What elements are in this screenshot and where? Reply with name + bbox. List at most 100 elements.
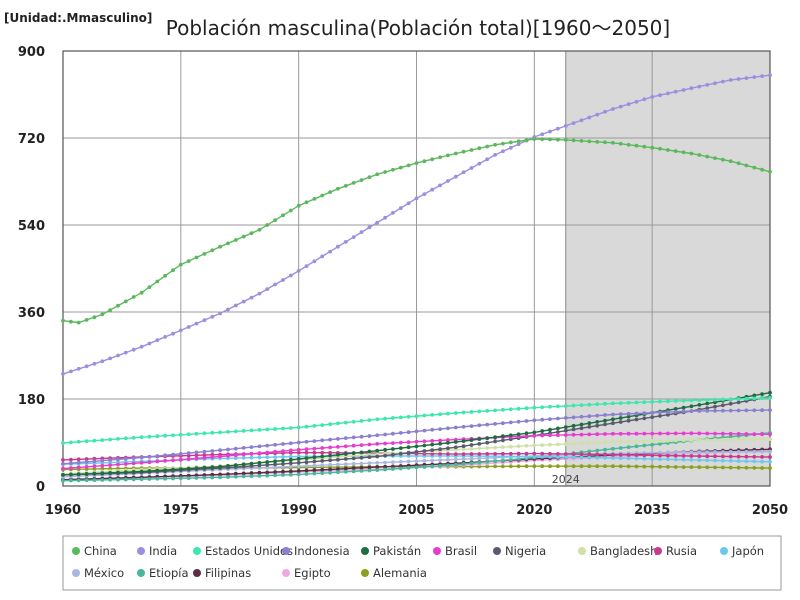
data-point: [673, 409, 678, 414]
data-point: [461, 424, 466, 429]
data-point: [116, 470, 120, 475]
data-point: [430, 458, 435, 463]
data-point: [548, 404, 552, 409]
data-point: [123, 436, 128, 441]
data-point: [579, 139, 584, 143]
legend-swatch: [282, 547, 290, 555]
data-point: [202, 473, 207, 477]
data-point: [571, 455, 576, 460]
data-point: [571, 415, 576, 420]
legend: China India Estados Unidos Indonesia Pakistá…: [72, 544, 764, 580]
data-point: [728, 450, 733, 454]
x-tick-label: 1960: [45, 503, 81, 518]
data-point: [108, 471, 112, 475]
data-point: [265, 473, 270, 478]
data-point: [422, 443, 427, 448]
data-point: [508, 420, 513, 425]
data-point: [320, 468, 325, 472]
data-point: [257, 291, 262, 296]
data-point: [626, 453, 631, 457]
data-point: [634, 400, 639, 405]
data-point: [92, 361, 97, 366]
data-point: [453, 411, 458, 415]
data-point: [391, 431, 395, 436]
data-point: [288, 461, 293, 466]
data-point: [398, 165, 403, 170]
data-point: [611, 431, 615, 436]
data-point: [367, 418, 372, 422]
data-point: [556, 126, 560, 131]
data-point: [336, 457, 340, 462]
data-point: [713, 431, 717, 436]
data-point: [673, 465, 678, 469]
data-point: [634, 439, 639, 444]
data-point: [595, 413, 600, 418]
data-point: [257, 470, 262, 475]
data-point: [453, 457, 458, 462]
data-point: [516, 419, 521, 424]
data-point: [414, 196, 419, 201]
data-point: [540, 433, 545, 438]
data-point: [752, 408, 757, 413]
data-point: [163, 476, 168, 481]
data-point: [705, 465, 710, 470]
data-point: [69, 478, 73, 483]
data-point: [61, 318, 65, 323]
data-point: [186, 476, 191, 480]
data-point: [233, 471, 238, 476]
data-point: [760, 392, 764, 396]
data-point: [477, 409, 482, 414]
data-point: [391, 447, 395, 451]
data-point: [210, 472, 215, 477]
data-point: [375, 468, 380, 472]
data-point: [171, 458, 175, 463]
data-point: [233, 303, 238, 308]
data-point: [540, 429, 545, 433]
data-point: [281, 458, 285, 463]
data-point: [477, 446, 482, 451]
data-point: [343, 469, 348, 474]
data-point: [226, 307, 230, 312]
data-point: [697, 458, 702, 462]
data-point: [163, 433, 168, 438]
data-point: [398, 206, 403, 211]
data-point: [383, 170, 387, 174]
data-point: [666, 457, 670, 462]
data-point: [328, 470, 332, 475]
data-point: [626, 400, 631, 405]
data-point: [540, 451, 545, 456]
legend-item: Egipto: [282, 566, 331, 580]
data-point: [202, 252, 207, 256]
data-point: [328, 445, 332, 450]
data-point: [398, 451, 403, 456]
data-point: [61, 478, 65, 483]
data-point: [163, 273, 168, 278]
data-point: [752, 165, 757, 170]
series-layer: [61, 73, 772, 483]
data-point: [446, 179, 450, 183]
data-point: [304, 456, 309, 460]
legend-label: Bangladesh: [590, 544, 657, 558]
data-point: [642, 464, 647, 469]
data-point: [736, 77, 741, 81]
data-point: [320, 193, 325, 198]
data-point: [524, 406, 529, 411]
data-point: [312, 459, 317, 464]
x-tick-label: 2005: [398, 503, 434, 518]
data-point: [147, 469, 152, 473]
data-point: [233, 429, 238, 434]
data-point: [84, 364, 89, 369]
data-point: [469, 166, 474, 170]
data-point: [328, 462, 332, 467]
data-point: [603, 455, 607, 460]
data-point: [210, 449, 215, 453]
data-point: [304, 450, 309, 455]
data-point: [501, 149, 505, 154]
data-point: [453, 462, 458, 467]
data-point: [642, 144, 647, 149]
data-point: [752, 459, 757, 464]
data-point: [304, 472, 309, 476]
data-point: [288, 454, 293, 459]
data-point: [705, 458, 710, 463]
